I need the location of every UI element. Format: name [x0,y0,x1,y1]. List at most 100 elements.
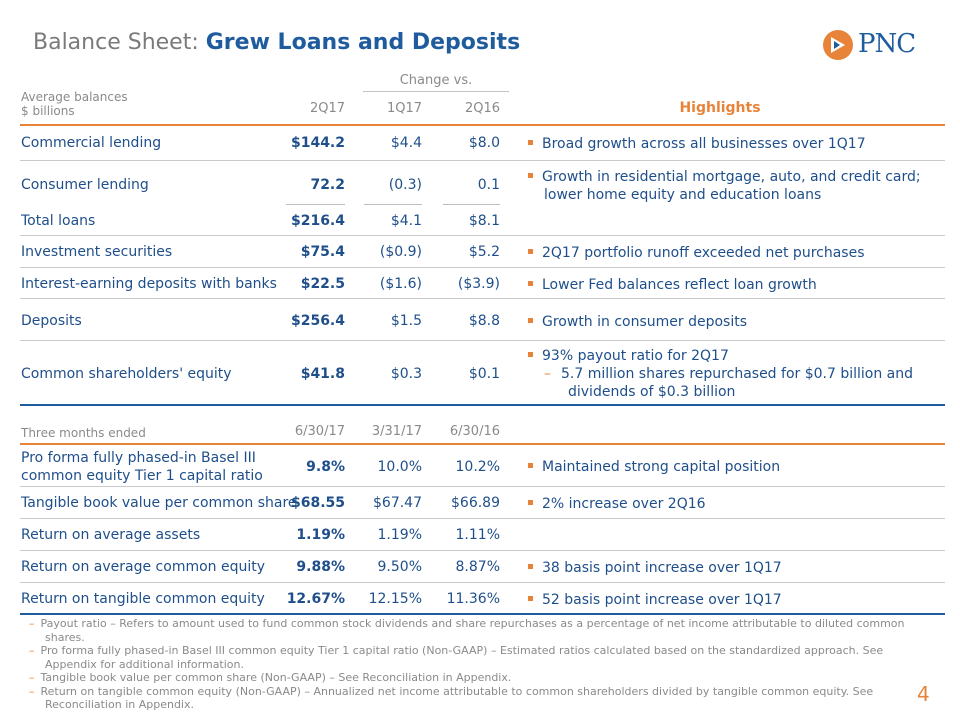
change-1q17: $4.4 [390,135,422,151]
bullet-icon [528,563,533,569]
row-label: Consumer lending [21,177,149,193]
bullet-icon [528,499,533,505]
highlights-header: Highlights [679,100,761,116]
value-2q17: $75.4 [300,244,345,260]
change-2q16: $8.1 [468,213,500,229]
highlight: 52 basis point increase over 1Q17 [528,591,938,609]
section-rule [20,404,945,406]
bullet-icon [528,317,533,323]
value-3-31-17: $67.47 [373,495,422,511]
highlight: Maintained strong capital position [528,458,938,476]
footnote: – Pro forma fully phased-in Basel III com… [29,644,884,671]
value-2q17: $256.4 [290,313,345,329]
change-2q16: $0.1 [468,366,500,382]
row-divider [20,582,945,583]
row-label: Return on average common equity [21,559,266,575]
change-2q16: ($3.9) [457,276,500,292]
highlight: Broad growth across all businesses over … [528,135,938,153]
value-3-31-17: 9.50% [377,559,422,575]
subtotal-rule [286,204,345,205]
highlight-text: 52 basis point increase over 1Q17 [542,592,782,608]
highlight-text: Growth in residential mortgage, auto, an… [542,169,921,203]
highlight-text: Maintained strong capital position [542,459,781,475]
row-divider [20,340,945,341]
highlight-text: Growth in consumer deposits [542,314,748,330]
change-1q17: ($0.9) [379,244,422,260]
col-2q17-header: 2Q17 [309,101,345,116]
section-rule [20,613,945,615]
footnote-text: Pro forma fully phased-in Basel III comm… [40,644,884,671]
sub-highlight-text: 5.7 million shares repurchased for $0.7 … [561,366,914,400]
value-3-31-17: 12.15% [368,591,422,607]
footnote-text: Tangible book value per common share (No… [40,671,512,684]
col-3-31-17-header: 3/31/17 [371,424,422,439]
col-1q17-header: 1Q17 [386,101,422,116]
header-rule [20,124,945,126]
value-6-30-17: 1.19% [296,527,345,543]
value-2q17: $22.5 [300,276,345,292]
highlight-text: Broad growth across all businesses over … [542,136,866,152]
row-label-line-2: common equity Tier 1 capital ratio [21,468,263,484]
highlight-text: Lower Fed balances reflect loan growth [542,277,817,293]
row-label: Interest-earning deposits with banks [21,276,277,292]
bullet-icon [528,172,533,178]
page-number: 4 [917,682,930,706]
highlight: 93% payout ratio for 2Q17 –5.7 million s… [528,347,938,401]
row-label-line-1: Pro forma fully phased-in Basel III [21,450,256,466]
highlight-text: 2Q17 portfolio runoff exceeded net purch… [542,245,865,261]
change-2q16: $8.8 [468,313,500,329]
col-2q16-header: 2Q16 [464,101,500,116]
value-2q17: $216.4 [290,213,345,229]
value-2q17: $41.8 [300,366,345,382]
dash-icon: – [544,366,551,382]
row-label: Investment securities [21,244,173,260]
change-vs-rule [363,91,509,92]
bullet-icon [528,139,533,145]
footnote: – Return on tangible common equity (Non-G… [29,684,874,712]
highlight: Growth in residential mortgage, auto, an… [528,168,954,204]
bullet-icon [528,248,533,254]
row-divider [20,518,945,519]
row-divider [20,486,945,487]
highlight: 2% increase over 2Q16 [528,495,938,513]
logo-text: PNC [858,29,916,59]
footnote: – Tangible book value per common share (N… [29,671,512,684]
row-label: Commercial lending [21,135,162,151]
highlight: 38 basis point increase over 1Q17 [528,559,938,577]
page-title-main: Grew Loans and Deposits [205,30,521,55]
bullet-icon [528,351,533,357]
row-label: Total loans [21,213,96,229]
bullet-icon [528,595,533,601]
value-6-30-16: 8.87% [455,559,500,575]
page-title: Balance Sheet: Grew Loans and Deposits [33,30,520,55]
value-6-30-16: 11.36% [446,591,500,607]
subtotal-rule [443,204,500,205]
row-label: Common shareholders' equity [21,366,232,382]
row-divider [20,298,945,299]
row-divider [20,267,945,268]
row-label: Return on average assets [21,527,201,543]
change-1q17: $1.5 [390,313,422,329]
header-rule [20,443,945,445]
change-1q17: $4.1 [390,213,422,229]
value-6-30-17: 12.67% [286,591,345,607]
change-2q16: 0.1 [477,177,500,193]
highlight: Lower Fed balances reflect loan growth [528,276,938,294]
value-2q17: 72.2 [310,177,345,193]
row-label: Tangible book value per common share [21,495,297,511]
col-6-30-17-header: 6/30/17 [294,424,345,439]
footnote: – Payout ratio – Refers to amount used to… [29,617,905,644]
change-2q16: $8.0 [468,135,500,151]
three-months-header: Three months ended [21,426,146,440]
row-divider [20,550,945,551]
row-label: Return on tangible common equity [21,591,265,607]
change-1q17: $0.3 [390,366,422,382]
row-label: Deposits [21,313,82,329]
highlight-text: 93% payout ratio for 2Q17 [542,348,729,364]
footnote-text: Return on tangible common equity (Non-GA… [40,684,874,712]
row-divider [20,160,945,161]
row-divider [20,235,945,236]
value-6-30-16: 10.2% [455,459,500,475]
highlight-text: 2% increase over 2Q16 [542,496,706,512]
bullet-icon [528,280,533,286]
